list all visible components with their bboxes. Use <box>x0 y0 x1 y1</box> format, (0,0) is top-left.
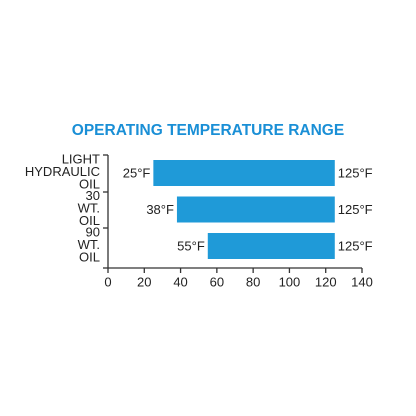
chart-title: OPERATING TEMPERATURE RANGE <box>72 122 344 139</box>
x-tick-label: 140 <box>351 274 373 289</box>
start-label: 38°F <box>146 202 174 217</box>
y-tick-label: LIGHT HYDRAULIC OIL <box>25 152 100 192</box>
y-tick-label: 90 WT. OIL <box>78 225 100 265</box>
x-tick-label: 100 <box>279 274 301 289</box>
x-tick-label: 40 <box>173 274 187 289</box>
bar <box>207 233 335 259</box>
x-tick-label: 80 <box>246 274 260 289</box>
start-label: 55°F <box>177 238 205 253</box>
value-label: 125°F <box>338 165 373 180</box>
x-tick-label: 20 <box>137 274 151 289</box>
x-tick-label: 120 <box>315 274 337 289</box>
x-tick-label: 60 <box>210 274 224 289</box>
y-tick-label: 30 WT. OIL <box>78 188 100 228</box>
value-label: 125°F <box>338 202 373 217</box>
start-label: 25°F <box>123 165 151 180</box>
bar <box>176 196 335 223</box>
bar <box>153 160 335 186</box>
value-label: 125°F <box>338 238 373 253</box>
x-tick-label: 0 <box>104 274 111 289</box>
